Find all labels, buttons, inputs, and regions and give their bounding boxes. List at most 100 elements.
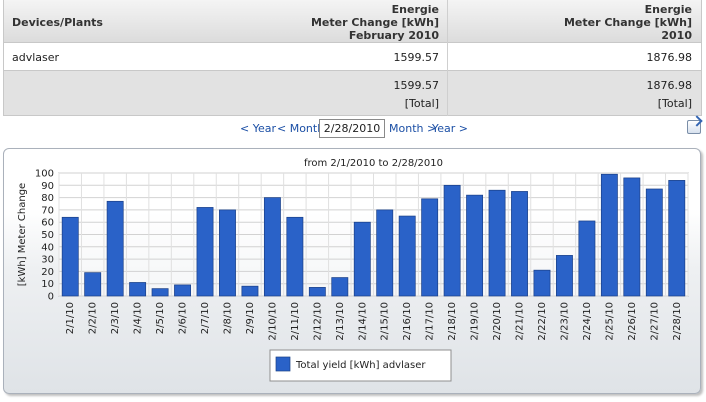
header-year-meter-change: Meter Change [kWh] (563, 16, 692, 29)
x-tick-label: 2/4/10 (133, 302, 144, 334)
x-tick-label: 2/27/10 (649, 302, 660, 341)
date-input[interactable] (319, 119, 385, 138)
bar (129, 282, 147, 297)
bar (421, 198, 439, 297)
bar (533, 269, 551, 297)
bar (556, 255, 573, 297)
bar (84, 272, 102, 297)
next-year-link[interactable]: Year > (432, 122, 469, 135)
legend-box (269, 349, 452, 382)
y-tick-label: 30 (41, 255, 54, 266)
x-tick-label: 2/21/10 (515, 302, 526, 341)
y-tick-label: 100 (35, 169, 54, 180)
x-tick-label: 2/11/10 (290, 302, 301, 341)
x-tick-label: 2/14/10 (357, 302, 368, 341)
total-year-label: [Total] (657, 97, 692, 110)
header-devices-plants: Devices/Plants (12, 16, 103, 29)
month-value: 1599.57 (393, 51, 440, 64)
bar (398, 215, 416, 297)
x-tick-label: 2/5/10 (155, 302, 166, 334)
bar (174, 284, 191, 297)
header-year-period: 2010 (661, 29, 692, 42)
table-row: advlaser 1599.57 1876.98 (4, 43, 701, 71)
x-tick-label: 2/20/10 (492, 302, 503, 341)
y-axis-label: [kWh] Meter Change (17, 183, 28, 286)
header-year-energie: Energie (644, 3, 692, 16)
total-month-label: [Total] (404, 97, 439, 110)
x-tick-label: 2/13/10 (335, 302, 346, 341)
y-tick-label: 60 (41, 218, 54, 229)
bar (511, 191, 528, 297)
x-tick-label: 2/24/10 (582, 302, 593, 341)
total-month-value: 1599.57 (393, 79, 440, 92)
device-name: advlaser (12, 51, 60, 64)
bar (600, 173, 618, 297)
bar (61, 216, 79, 297)
x-tick-label: 2/16/10 (402, 302, 413, 341)
x-tick-label: 2/7/10 (200, 302, 211, 334)
bar (219, 209, 236, 297)
bar (151, 288, 169, 297)
bar (376, 209, 394, 297)
report-table: Devices/Plants Energie Meter Change [kWh… (3, 0, 702, 116)
bar (353, 221, 371, 297)
total-row: 1599.57 [Total] 1876.98 [Total] (4, 71, 701, 116)
x-tick-label: 2/18/10 (447, 302, 458, 341)
y-tick-label: 90 (41, 181, 54, 192)
bar (443, 184, 461, 297)
x-tick-label: 2/23/10 (559, 302, 570, 341)
x-tick-label: 2/9/10 (245, 302, 256, 334)
bar (241, 285, 259, 297)
y-tick-label: 40 (41, 242, 54, 253)
x-tick-label: 2/12/10 (312, 302, 323, 341)
x-tick-label: 2/6/10 (178, 302, 189, 334)
header-month-meter-change: Meter Change [kWh] (310, 16, 439, 29)
bar (263, 197, 281, 297)
x-tick-label: 2/2/10 (88, 302, 99, 334)
y-tick-label: 20 (41, 267, 54, 278)
y-tick-label: 0 (48, 292, 54, 303)
bar (331, 277, 349, 297)
chart-panel: from 2/1/2010 to 2/28/2010 0 10 20 30 40 50 60 7… (3, 148, 701, 394)
year-value: 1876.98 (646, 51, 693, 64)
y-tick-label: 10 (41, 279, 54, 290)
x-tick-label: 2/8/10 (222, 302, 233, 334)
y-tick-label: 70 (41, 205, 54, 216)
bar (286, 216, 304, 297)
x-tick-label: 2/3/10 (110, 302, 121, 334)
export-icon[interactable] (687, 120, 701, 134)
x-tick-label: 2/26/10 (627, 302, 638, 341)
x-tick-label: 2/19/10 (470, 302, 481, 341)
x-tick-label: 2/15/10 (380, 302, 391, 341)
legend-swatch (275, 356, 291, 372)
header-month-period: February 2010 (348, 29, 439, 42)
x-tick-label: 2/28/10 (672, 302, 683, 341)
column-divider (447, 0, 448, 116)
chart-title: from 2/1/2010 to 2/28/2010 (304, 158, 443, 169)
next-month-link[interactable]: Month > (389, 122, 437, 135)
header-month-energie: Energie (391, 3, 439, 16)
x-tick-label: 2/1/10 (65, 302, 76, 334)
bar (645, 188, 663, 297)
y-tick-label: 80 (41, 193, 54, 204)
x-tick-label: 2/22/10 (537, 302, 548, 341)
prev-year-link[interactable]: < Year (240, 122, 277, 135)
bar (578, 220, 596, 297)
table-header-row: Devices/Plants Energie Meter Change [kWh… (4, 0, 701, 43)
prev-month-link[interactable]: < Month (277, 122, 325, 135)
legend-label: Total yield [kWh] advlaser (295, 360, 426, 371)
bar (668, 180, 686, 297)
bar (106, 200, 124, 297)
bar (196, 207, 214, 297)
x-tick-label: 2/10/10 (267, 302, 278, 341)
period-navigation: < Year < Month Month > Year > (0, 119, 706, 139)
total-year-value: 1876.98 (646, 79, 693, 92)
bar (623, 177, 641, 297)
bar (488, 189, 506, 297)
y-tick-label: 50 (41, 230, 54, 241)
x-tick-label: 2/25/10 (604, 302, 615, 341)
bar (466, 194, 484, 297)
x-tick-label: 2/17/10 (425, 302, 436, 341)
bar (308, 287, 326, 297)
